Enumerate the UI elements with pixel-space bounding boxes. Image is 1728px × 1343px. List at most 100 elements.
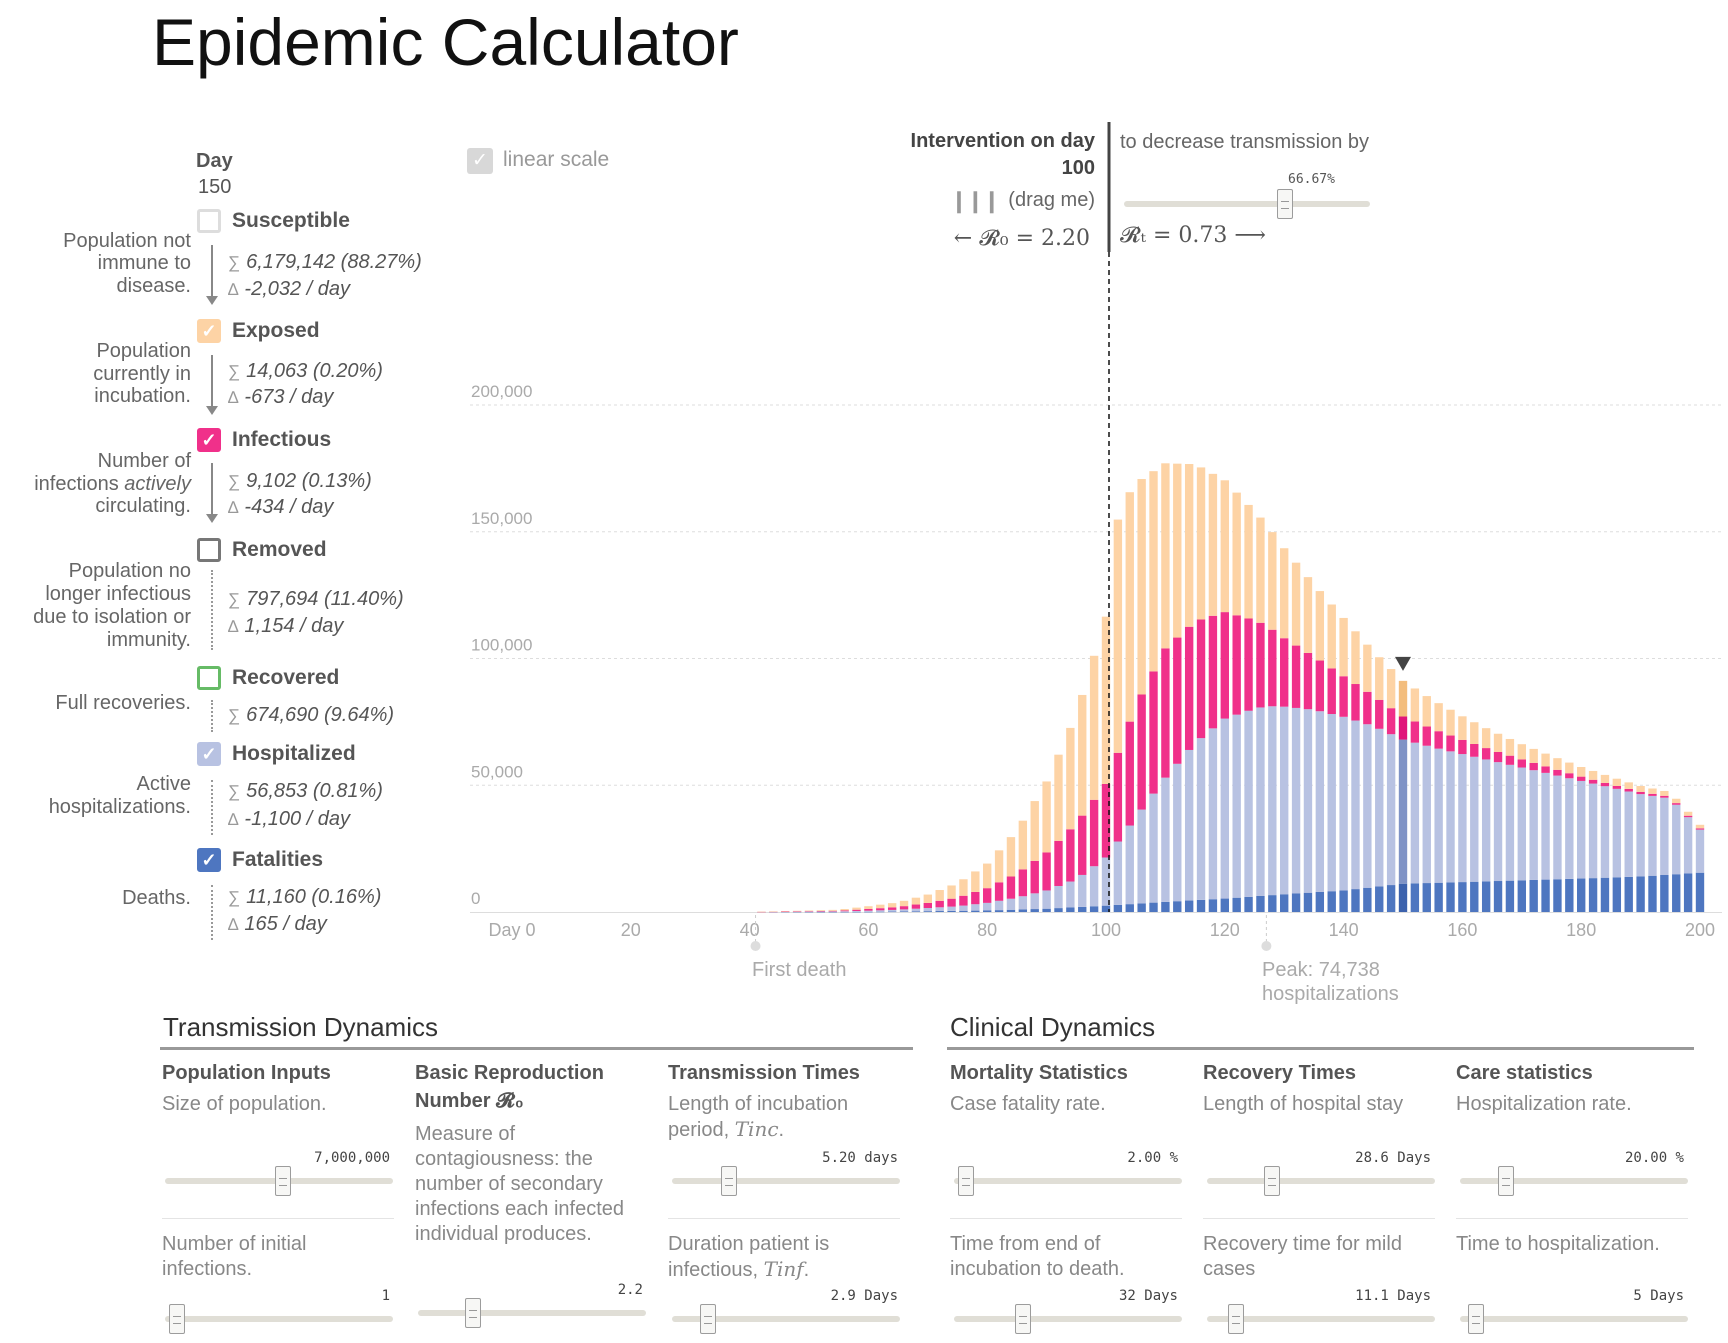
- removed-description: due to isolation or: [33, 606, 191, 628]
- recovered-checkbox[interactable]: [197, 666, 221, 690]
- bar-infectious-day-170: [1517, 759, 1526, 768]
- slider-track[interactable]: [1460, 1178, 1688, 1184]
- category-recovered[interactable]: Recovered: [197, 666, 339, 690]
- bar-exposed-day-58: [852, 907, 861, 910]
- bar-infectious-day-128: [1268, 629, 1277, 707]
- slider-track[interactable]: [672, 1178, 900, 1184]
- decrease-transmission-slider[interactable]: [1124, 201, 1370, 207]
- category-exposed[interactable]: ✓ Exposed: [197, 319, 320, 343]
- sum-icon: ∑: [228, 472, 241, 491]
- slider-track[interactable]: [672, 1316, 900, 1322]
- x-tick-label: 140: [1329, 920, 1359, 940]
- bar-infectious-day-184: [1600, 782, 1610, 787]
- bar-infectious-day-166: [1493, 751, 1503, 763]
- bar-infectious-day-66: [899, 906, 909, 910]
- hospitalized-checkbox[interactable]: ✓: [197, 742, 221, 766]
- bar-exposed-day-116: [1196, 467, 1206, 620]
- category-removed[interactable]: Removed: [197, 538, 327, 562]
- exposed-description: incubation.: [94, 385, 191, 407]
- bar-infectious-day-96: [1078, 815, 1087, 875]
- bar-fatalities-day-80: [983, 910, 992, 912]
- bar-exposed-day-84: [1006, 837, 1016, 877]
- infectious-checkbox[interactable]: ✓: [197, 428, 221, 452]
- bar-infectious-day-140: [1339, 676, 1348, 717]
- incubation-slider[interactable]: [672, 1166, 900, 1196]
- bar-fatalities-day-126: [1256, 895, 1265, 912]
- bar-exposed-day-188: [1624, 782, 1633, 789]
- bar-fatalities-day-198: [1683, 873, 1693, 912]
- decrease-transmission-thumb[interactable]: [1277, 189, 1294, 219]
- bar-hospitalized-day-138: [1327, 714, 1336, 892]
- category-hospitalized[interactable]: ✓ Hospitalized: [197, 742, 356, 766]
- slider-track[interactable]: [418, 1310, 646, 1316]
- removed-delta: ∆ 1,154 / day: [228, 615, 343, 638]
- bar-exposed-day-122: [1232, 492, 1241, 616]
- category-infectious[interactable]: ✓ Infectious: [197, 428, 331, 452]
- bar-infectious-day-102: [1113, 752, 1123, 842]
- hospitalization-rate-slider[interactable]: [1460, 1166, 1688, 1196]
- slider-thumb[interactable]: [699, 1304, 716, 1334]
- bar-exposed-day-146: [1375, 657, 1384, 700]
- mild-recovery-slider[interactable]: [1207, 1304, 1435, 1334]
- case-fatality-slider[interactable]: [954, 1166, 1182, 1196]
- drag-handle-icon[interactable]: ❙❙❙: [949, 188, 1001, 213]
- slider-thumb[interactable]: [464, 1298, 481, 1328]
- slider-thumb[interactable]: [275, 1166, 292, 1196]
- bar-fatalities-day-138: [1327, 891, 1336, 912]
- population-size-slider[interactable]: [165, 1166, 393, 1196]
- slider-track[interactable]: [1207, 1316, 1435, 1322]
- category-fatalities[interactable]: ✓ Fatalities: [197, 848, 323, 872]
- bar-exposed-day-72: [935, 890, 944, 901]
- exposed-delta: ∆ -673 / day: [228, 386, 333, 409]
- bar-hospitalized-day-186: [1612, 788, 1622, 878]
- bar-exposed-day-190: [1636, 786, 1645, 792]
- slider-thumb[interactable]: [1498, 1166, 1515, 1196]
- r0-desc: Measure of contagiousness: the number of…: [415, 1123, 625, 1245]
- bar-infectious-day-46: [781, 911, 790, 912]
- slider-thumb[interactable]: [169, 1304, 186, 1334]
- decrease-transmission-value: 66.67%: [1288, 172, 1335, 187]
- bar-infectious-day-90: [1042, 852, 1051, 891]
- hospitalized-label: Hospitalized: [232, 742, 356, 765]
- slider-track[interactable]: [954, 1178, 1182, 1184]
- slider-track[interactable]: [954, 1316, 1182, 1322]
- removed-checkbox[interactable]: [197, 538, 221, 562]
- times-divider: [668, 1218, 900, 1219]
- susceptible-checkbox[interactable]: [197, 209, 221, 233]
- hospital-stay-slider[interactable]: [1207, 1166, 1435, 1196]
- slider-track[interactable]: [1207, 1178, 1435, 1184]
- sum-icon: ∑: [228, 590, 241, 609]
- hospital-stay-value: 28.6 Days: [1355, 1150, 1431, 1166]
- slider-thumb[interactable]: [1468, 1304, 1485, 1334]
- r0-slider[interactable]: [418, 1298, 646, 1328]
- x-tick-label: 40: [740, 920, 760, 940]
- bar-infectious-day-174: [1541, 766, 1550, 773]
- linear-scale-checkbox[interactable]: ✓: [467, 148, 493, 174]
- bar-fatalities-day-90: [1042, 908, 1051, 912]
- slider-thumb[interactable]: [1228, 1304, 1245, 1334]
- slider-track[interactable]: [1460, 1316, 1688, 1322]
- category-susceptible[interactable]: Susceptible: [197, 209, 350, 233]
- exposed-checkbox[interactable]: ✓: [197, 319, 221, 343]
- sum-icon: ∑: [228, 253, 241, 272]
- slider-thumb[interactable]: [1264, 1166, 1281, 1196]
- bar-hospitalized-day-118: [1208, 728, 1218, 900]
- bar-exposed-day-172: [1529, 748, 1538, 763]
- bar-fatalities-day-166: [1493, 881, 1503, 912]
- bar-exposed-day-112: [1173, 463, 1182, 638]
- death-time-slider[interactable]: [954, 1304, 1182, 1334]
- bar-hospitalized-day-96: [1078, 874, 1087, 907]
- slider-thumb[interactable]: [1015, 1304, 1032, 1334]
- slider-track[interactable]: [165, 1316, 393, 1322]
- population-inputs-title: Population Inputs: [162, 1062, 331, 1084]
- initial-infections-slider[interactable]: [165, 1304, 393, 1334]
- slider-thumb[interactable]: [720, 1166, 737, 1196]
- infectious-slider[interactable]: [672, 1304, 900, 1334]
- slider-thumb[interactable]: [958, 1166, 975, 1196]
- bar-fatalities-day-192: [1648, 875, 1657, 912]
- flow-arrowhead: [206, 406, 218, 415]
- fatalities-checkbox[interactable]: ✓: [197, 848, 221, 872]
- incubation-desc: Length of incubation period, Tinc.: [668, 1093, 849, 1141]
- time-to-hospitalization-slider[interactable]: [1460, 1304, 1688, 1334]
- exposed-label: Exposed: [232, 319, 320, 342]
